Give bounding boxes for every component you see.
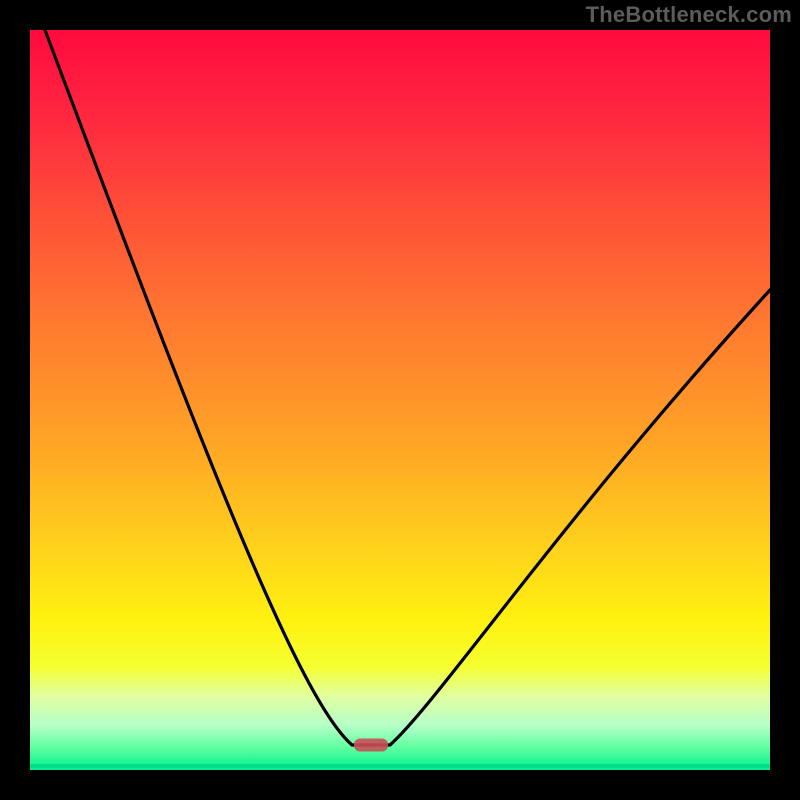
watermark-text: TheBottleneck.com	[586, 2, 792, 28]
bottleneck-chart-svg	[0, 0, 800, 800]
chart-stage: TheBottleneck.com	[0, 0, 800, 800]
plot-area	[30, 30, 770, 770]
optimal-marker	[354, 739, 388, 752]
